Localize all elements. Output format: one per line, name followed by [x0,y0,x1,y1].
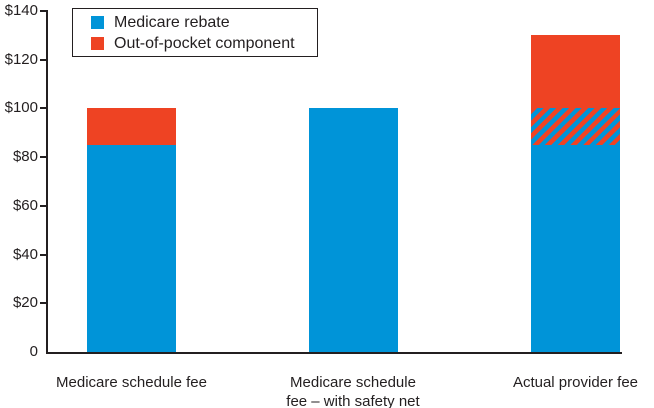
x-axis-category-label: Medicare schedule fee – with safety net [286,374,420,408]
legend-label: Out-of-pocket component [114,34,295,52]
bar-segment-oop [87,108,176,145]
x-axis-category-label: Actual provider fee [512,374,639,391]
y-axis-tick [40,204,47,207]
y-axis-tick [40,156,47,159]
out-of-pocket-swatch-icon [91,36,104,50]
legend-item-medicare-rebate: Medicare rebate [91,14,317,31]
y-axis-tick [40,58,47,61]
bar-segment-rebate [87,144,176,352]
y-axis-tick-label: $140 [4,2,38,19]
y-axis-line [46,10,48,354]
x-axis-category-label: Medicare schedule fee [56,374,207,391]
y-axis-tick [40,10,47,12]
y-axis-tick-label: $60 [12,196,38,214]
bar-segment-rebate [308,108,398,352]
bar-segment-oop [531,35,620,109]
y-axis-tick-label: $100 [4,99,38,117]
x-axis-line [46,352,622,354]
bar-segment-hatch [531,108,620,145]
y-axis-tick-label: $120 [4,50,38,68]
y-axis-tick [40,107,47,110]
y-axis-tick-label: $20 [12,294,38,312]
medicare-rebate-swatch-icon [91,15,104,29]
legend: Medicare rebate Out-of-pocket component [72,8,318,57]
y-axis-tick-label: 0 [29,343,38,360]
legend-label: Medicare rebate [114,13,230,31]
bar-segment-rebate [531,144,620,352]
y-axis-tick-label: $80 [12,148,38,166]
legend-item-out-of-pocket: Out-of-pocket component [91,35,317,52]
y-axis-tick [40,253,47,256]
y-axis-tick [40,302,47,305]
y-axis-tick-label: $40 [12,245,38,263]
